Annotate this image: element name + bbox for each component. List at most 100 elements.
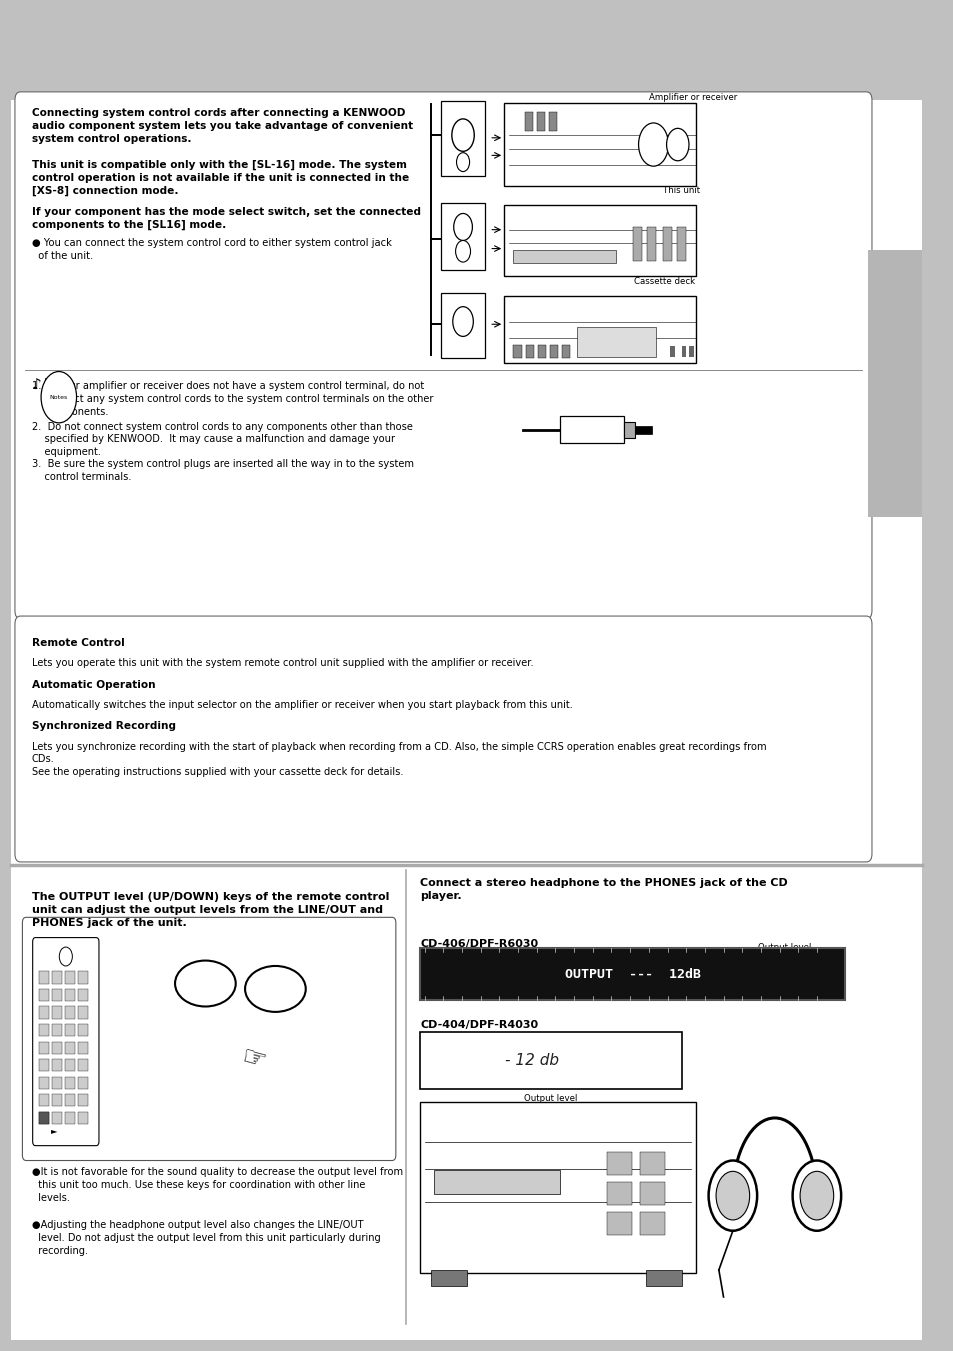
Bar [632,227,641,261]
Text: Automatic Operation: Automatic Operation [31,680,155,689]
Bar [513,250,616,263]
Bar [78,1006,88,1019]
Text: This unit: This unit [662,186,700,196]
Bar [39,1006,49,1019]
Bar [559,416,623,443]
Bar [419,948,844,1000]
FancyBboxPatch shape [15,616,871,862]
Bar [606,1182,632,1205]
Bar [662,227,672,261]
Bar [431,1270,466,1286]
Text: Synchronized Recording: Synchronized Recording [31,721,175,731]
Text: OUTPUT  ---  12dB: OUTPUT --- 12dB [564,967,700,981]
Bar [78,1077,88,1089]
Circle shape [708,1161,757,1231]
Bar [537,345,545,358]
Text: The OUTPUT level (UP/DOWN) keys of the remote control
unit can adjust the output: The OUTPUT level (UP/DOWN) keys of the r… [31,892,389,928]
Bar [639,1182,664,1205]
FancyBboxPatch shape [15,92,871,619]
Circle shape [454,213,472,240]
Bar [78,1094,88,1106]
Bar [52,1094,62,1106]
Bar [52,1112,62,1124]
Text: Remote Control: Remote Control [31,638,124,647]
Bar [78,1112,88,1124]
Circle shape [452,119,474,151]
Text: ●Adjusting the headphone output level also changes the LINE/OUT
  level. Do not : ●Adjusting the headphone output level al… [31,1220,380,1255]
Text: Lets you synchronize recording with the start of playback when recording from a : Lets you synchronize recording with the … [31,742,765,777]
FancyBboxPatch shape [32,938,99,1146]
Text: This unit is compatible only with the [SL-16] mode. The system
control operation: This unit is compatible only with the [S… [31,159,409,196]
Text: CD-404/DPF-R4030: CD-404/DPF-R4030 [419,1020,537,1029]
Bar [419,1102,695,1273]
Bar [78,989,88,1001]
Text: 2.  Do not connect system control cords to any components other than those
    s: 2. Do not connect system control cords t… [31,422,413,457]
Bar [52,1042,62,1054]
Bar [440,293,485,358]
Text: Output level: Output level [757,943,810,952]
Bar [78,1024,88,1036]
Text: 1.  If your amplifier or receiver does not have a system control terminal, do no: 1. If your amplifier or receiver does no… [31,381,433,416]
Bar [676,227,685,261]
Circle shape [792,1161,841,1231]
Text: If your component has the mode select switch, set the connected
components to th: If your component has the mode select sw… [31,207,420,230]
Bar [434,1170,559,1194]
Bar [524,112,533,131]
Bar [548,112,557,131]
Bar [606,1152,632,1175]
Bar [623,422,634,438]
Ellipse shape [245,966,305,1012]
Bar [66,1059,74,1071]
Text: Automatically switches the input selector on the amplifier or receiver when you : Automatically switches the input selecto… [31,700,572,709]
Bar [525,345,534,358]
Bar [39,989,49,1001]
Text: Amplifier or receiver: Amplifier or receiver [649,93,737,103]
Text: Connecting system control cords after connecting a KENWOOD
audio component syste: Connecting system control cords after co… [31,108,413,145]
Text: - 12 db: - 12 db [505,1052,558,1069]
Bar [577,327,656,357]
Bar [549,345,558,358]
Text: 3.  Be sure the system control plugs are inserted all the way in to the system
 : 3. Be sure the system control plugs are … [31,459,414,482]
Bar [66,1042,74,1054]
Text: Lets you operate this unit with the system remote control unit supplied with the: Lets you operate this unit with the syst… [31,658,533,667]
Bar [52,1077,62,1089]
Text: ●It is not favorable for the sound quality to decrease the output level from
  t: ●It is not favorable for the sound quali… [31,1167,402,1202]
Bar [639,1152,664,1175]
Circle shape [456,153,469,172]
Bar [39,971,49,984]
Bar [503,296,695,363]
Bar [52,1006,62,1019]
Bar [440,101,485,176]
Bar [39,1024,49,1036]
Text: Connect a stereo headphone to the PHONES jack of the CD
player.: Connect a stereo headphone to the PHONES… [419,878,787,901]
Bar [39,1042,49,1054]
Circle shape [800,1171,833,1220]
Bar [39,1112,49,1124]
Circle shape [59,947,72,966]
Bar [66,1024,74,1036]
Bar [503,205,695,276]
Bar [66,1112,74,1124]
Circle shape [638,123,668,166]
Bar [39,1077,49,1089]
Circle shape [666,128,688,161]
Ellipse shape [174,961,235,1006]
Circle shape [41,372,76,423]
Circle shape [453,307,473,336]
Bar [66,1006,74,1019]
Bar [39,1094,49,1106]
Bar [66,971,74,984]
FancyBboxPatch shape [22,917,395,1161]
Text: Notes: Notes [50,394,68,400]
Circle shape [456,240,470,262]
Bar [561,345,570,358]
Bar [639,1212,664,1235]
Bar [78,1059,88,1071]
Bar [52,971,62,984]
Bar [606,1212,632,1235]
Bar [419,1032,680,1089]
Bar [0,0,933,97]
Bar [440,203,485,270]
Text: CD-406/DPF-R6030: CD-406/DPF-R6030 [419,939,537,948]
Circle shape [716,1171,749,1220]
